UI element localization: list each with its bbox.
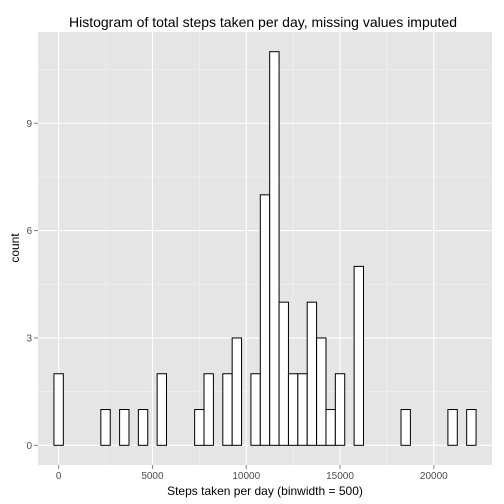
histogram-bar [334, 373, 346, 446]
histogram-bar [100, 409, 111, 446]
y-tick-label: 0 [26, 441, 32, 452]
y-axis-label: count [8, 233, 22, 263]
x-tick-label: 0 [56, 471, 62, 482]
y-tick-label: 9 [26, 119, 32, 130]
histogram-bar [194, 409, 205, 446]
histogram-bar [269, 51, 280, 446]
histogram-bar [119, 409, 130, 446]
histogram-bar [316, 337, 327, 446]
histogram-bar [447, 409, 458, 446]
histogram-bar [53, 373, 64, 446]
histogram-bar [306, 301, 318, 446]
histogram-bar [231, 337, 243, 446]
histogram-bars [53, 51, 477, 446]
histogram-bar [222, 373, 233, 446]
histogram-bar [297, 373, 308, 446]
histogram-bar [287, 373, 299, 446]
histogram-bar [466, 409, 477, 446]
y-tick-label: 6 [26, 226, 32, 237]
axis-ticks [34, 122, 435, 469]
histogram-bar [137, 409, 149, 446]
histogram-bar [325, 409, 336, 446]
histogram-bar [250, 373, 261, 446]
histogram-bar [156, 373, 168, 446]
y-tick-label: 3 [26, 333, 32, 344]
x-tick-label: 20000 [420, 471, 448, 482]
histogram-bar [278, 301, 289, 446]
x-tick-label: 15000 [326, 471, 354, 482]
x-tick-label: 5000 [141, 471, 164, 482]
x-tick-label: 10000 [232, 471, 260, 482]
chart-title: Histogram of total steps taken per day, … [69, 14, 457, 30]
histogram-bar [203, 373, 214, 446]
histogram-bar [353, 265, 364, 446]
x-axis-tick-labels: 0 5000 10000 15000 20000 [56, 471, 448, 482]
y-axis-tick-labels: 0 3 6 9 [26, 119, 32, 452]
histogram-bar [259, 194, 271, 446]
histogram-bar [400, 409, 411, 446]
x-axis-label: Steps taken per day (binwidth = 500) [167, 484, 363, 498]
